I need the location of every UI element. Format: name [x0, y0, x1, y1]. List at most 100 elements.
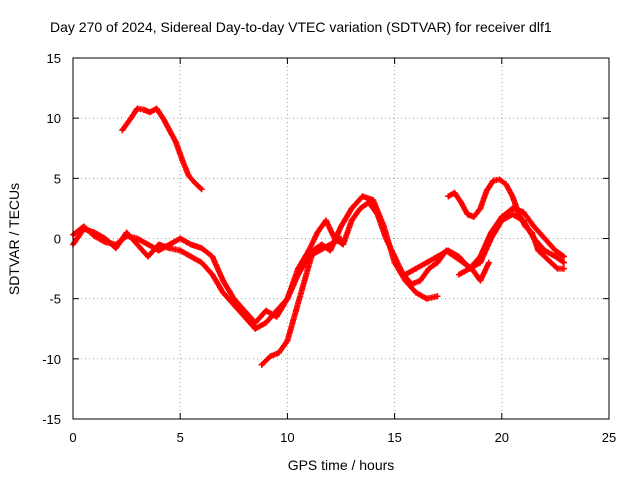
data-point — [166, 127, 173, 134]
data-point — [423, 295, 430, 302]
series-track-7 — [445, 176, 567, 272]
data-point — [172, 139, 179, 146]
data-point — [252, 319, 259, 326]
data-point — [477, 277, 484, 284]
data-point — [509, 211, 516, 218]
data-point — [134, 241, 141, 248]
data-point — [220, 289, 227, 296]
data-point — [209, 271, 216, 278]
chart-title: Day 270 of 2024, Sidereal Day-to-day VTE… — [50, 19, 552, 35]
data-point — [541, 253, 548, 260]
data-point — [552, 247, 559, 254]
data-point — [262, 319, 269, 326]
data-point — [187, 241, 194, 248]
data-point — [417, 277, 424, 284]
data-point — [477, 205, 484, 212]
data-point — [145, 253, 152, 260]
data-point — [528, 229, 535, 236]
data-point — [295, 265, 302, 272]
data-point — [198, 259, 205, 266]
x-tick-label: 15 — [387, 430, 401, 445]
data-point — [560, 259, 567, 266]
data-series — [70, 105, 567, 368]
data-point — [509, 205, 516, 212]
data-point — [273, 313, 280, 320]
data-point — [155, 247, 162, 254]
data-point — [383, 235, 390, 242]
data-point — [179, 157, 186, 164]
data-point — [134, 235, 141, 242]
data-point — [252, 325, 259, 332]
data-point — [220, 277, 227, 284]
data-point — [560, 265, 567, 272]
data-point — [275, 349, 282, 356]
data-point — [305, 247, 312, 254]
data-point — [348, 205, 355, 212]
data-point — [522, 223, 529, 230]
axis-ticks: 0 5 10 15 20 25 -15 -10 -5 0 5 10 15 — [42, 51, 616, 445]
data-point — [391, 253, 398, 260]
data-point — [166, 241, 173, 248]
data-point — [209, 253, 216, 260]
data-point — [374, 211, 381, 218]
data-point — [327, 247, 334, 254]
data-point — [552, 253, 559, 260]
data-point — [425, 265, 432, 272]
x-tick-label: 20 — [495, 430, 509, 445]
y-tick-label: -10 — [42, 352, 61, 367]
data-point — [451, 189, 458, 196]
data-point — [145, 241, 152, 248]
data-point — [434, 259, 441, 266]
data-point — [284, 337, 291, 344]
data-point — [402, 271, 409, 278]
data-point — [464, 211, 471, 218]
data-point — [535, 247, 542, 254]
data-point — [503, 181, 510, 188]
data-point — [554, 265, 561, 272]
data-point — [187, 253, 194, 260]
data-point — [445, 193, 452, 200]
data-point — [357, 205, 364, 212]
y-tick-label: -5 — [49, 292, 61, 307]
data-point — [153, 105, 160, 112]
series-track-2 — [70, 223, 312, 326]
plot-frame — [72, 57, 610, 420]
x-axis-label: GPS time / hours — [288, 457, 395, 473]
data-point — [413, 265, 420, 272]
data-point — [348, 217, 355, 224]
y-tick-label: 0 — [54, 232, 61, 247]
data-point — [262, 307, 269, 314]
data-point — [548, 259, 555, 266]
series-track-3 — [119, 105, 205, 193]
data-point — [488, 229, 495, 236]
series-track-8 — [455, 205, 567, 278]
data-point — [147, 109, 154, 116]
data-point — [455, 253, 462, 260]
data-point — [541, 235, 548, 242]
x-tick-label: 25 — [602, 430, 616, 445]
y-axis-label: SDTVAR / TECUs — [6, 183, 22, 295]
data-point — [112, 241, 119, 248]
data-point — [445, 247, 452, 254]
data-point — [140, 106, 147, 113]
data-point — [365, 199, 372, 206]
data-point — [340, 241, 347, 248]
data-point — [434, 253, 441, 260]
data-point — [370, 196, 377, 203]
data-point — [458, 199, 465, 206]
data-point — [408, 281, 415, 288]
data-point — [338, 223, 344, 230]
data-point — [318, 241, 325, 248]
data-point — [155, 241, 162, 248]
data-point — [292, 307, 299, 314]
data-point — [413, 289, 420, 296]
data-point — [485, 259, 492, 266]
data-point — [359, 193, 366, 200]
data-point — [496, 176, 503, 183]
data-point — [177, 247, 184, 254]
data-point — [230, 295, 237, 302]
data-point — [509, 193, 516, 200]
data-point — [258, 361, 265, 368]
data-point — [541, 247, 548, 254]
x-tick-label: 5 — [177, 430, 184, 445]
